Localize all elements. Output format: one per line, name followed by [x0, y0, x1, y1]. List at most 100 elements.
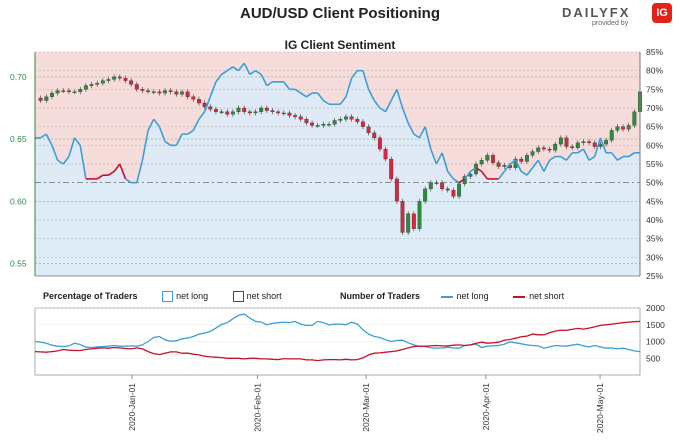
candle: [89, 84, 94, 86]
sentiment-line: [119, 163, 127, 180]
sentiment-line: [481, 170, 488, 180]
chart-title: AUD/USD Client Positioning: [240, 5, 440, 22]
sentiment-line: [362, 70, 370, 90]
candle: [61, 90, 66, 92]
sentiment-line: [73, 137, 81, 146]
sub-tick-label: 500: [646, 353, 660, 363]
candle: [541, 147, 546, 150]
sentiment-line: [435, 152, 443, 165]
candle: [632, 111, 637, 126]
candle: [191, 96, 196, 100]
candle: [180, 91, 184, 95]
candle: [547, 148, 552, 151]
sentiment-line: [221, 69, 228, 76]
left-tick-label: 0.70: [10, 72, 27, 82]
sentiment-line: [198, 111, 206, 120]
candle: [491, 155, 495, 163]
candle: [581, 141, 586, 143]
sentiment-line: [136, 160, 144, 183]
sentiment-line: [379, 107, 387, 113]
legend-short-label: net short: [246, 291, 282, 301]
candle: [366, 126, 371, 134]
sentiment-line: [549, 155, 556, 161]
sentiment-line: [40, 133, 47, 139]
sentiment-line: [164, 140, 172, 147]
sentiment-line: [51, 145, 59, 161]
legend-long-box: net long: [162, 291, 211, 303]
legend-short-line-label: net short: [529, 291, 565, 301]
candle: [247, 111, 252, 114]
candle: [44, 96, 49, 101]
candle: [349, 116, 354, 120]
legend-short-line: net short: [513, 291, 564, 301]
candle: [570, 146, 575, 148]
candle: [411, 213, 416, 229]
candle: [270, 110, 275, 112]
sentiment-line: [305, 92, 313, 98]
sentiment-line: [108, 170, 115, 176]
short-line-icon: [513, 295, 526, 298]
sentiment-line: [300, 92, 307, 98]
x-tick-label: 2020-Apr-01: [481, 383, 491, 431]
candle: [428, 182, 433, 190]
sentiment-line: [520, 170, 528, 176]
candle: [344, 116, 348, 120]
long-fill-area: [35, 63, 640, 277]
logo-sub: provided by: [592, 20, 629, 27]
sentiment-line: [503, 163, 511, 172]
candle: [310, 122, 315, 126]
candle: [315, 125, 320, 127]
candle: [615, 126, 620, 131]
sentiment-line: [418, 126, 426, 139]
candle: [519, 158, 524, 162]
candle: [100, 80, 105, 84]
sentiment-line: [57, 159, 64, 165]
sentiment-line: [498, 170, 505, 180]
candle: [225, 111, 230, 115]
sentiment-line: [401, 107, 409, 124]
sentiment-line: [628, 152, 635, 158]
right-tick-label: 45%: [646, 196, 663, 206]
sentiment-line: [464, 170, 472, 180]
traders-short-line: [34, 320, 641, 362]
sentiment-line: [384, 100, 392, 113]
x-tick-label: 2020-Feb-01: [253, 383, 263, 432]
sentiment-line: [350, 70, 358, 79]
candle: [592, 142, 597, 147]
sentiment-line: [413, 133, 420, 139]
left-tick-label: 0.55: [10, 259, 27, 269]
candle: [83, 85, 88, 90]
sentiment-line: [260, 74, 268, 86]
legend-percentage: Percentage of Traders net long net short: [43, 291, 282, 303]
candle: [298, 116, 303, 120]
sentiment-line: [373, 100, 381, 109]
sentiment-line: [232, 66, 239, 72]
candle: [259, 107, 264, 112]
sentiment-line: [509, 159, 517, 165]
left-tick-label: 0.65: [10, 134, 27, 144]
x-tick-label: 2020-May-01: [595, 383, 605, 433]
sentiment-line: [249, 69, 256, 76]
right-tick-label: 55%: [646, 159, 663, 169]
sub-tick-label: 1500: [646, 320, 665, 330]
sentiment-line: [582, 148, 590, 161]
candle: [38, 97, 43, 101]
legend-short-box: net short: [232, 291, 282, 303]
candle: [146, 90, 151, 92]
sentiment-line: [215, 73, 223, 83]
candle: [151, 91, 156, 93]
sentiment-line: [407, 122, 415, 135]
sentiment-line: [526, 167, 534, 176]
candle: [293, 115, 298, 117]
candle: [287, 112, 292, 116]
candle: [445, 188, 450, 191]
candle: [575, 142, 580, 148]
right-tick-label: 40%: [646, 215, 663, 225]
candle: [219, 111, 224, 113]
sentiment-line: [226, 66, 234, 72]
candle: [117, 76, 122, 79]
candle: [163, 90, 167, 94]
candle: [372, 132, 377, 139]
candle: [95, 82, 100, 85]
candle: [389, 158, 394, 180]
